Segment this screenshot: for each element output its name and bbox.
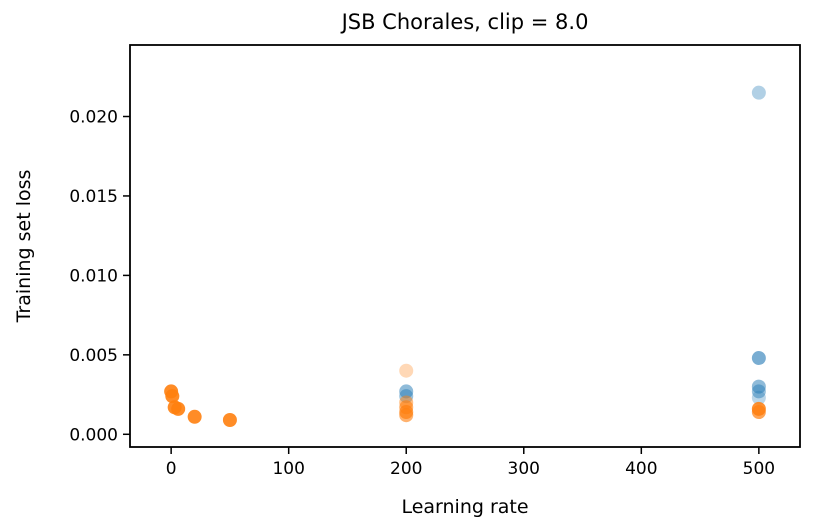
y-axis-label: Training set loss [13,170,35,324]
axis-ticks: 0 100 200 300 400 500 0.000 0.005 0.010 0.015 0.02… [69,108,775,479]
scatter-point-orange-series [171,401,186,416]
scatter-point-blue-series [751,85,766,100]
scatter-point-blue-series [399,384,414,399]
x-axis-label: Learning rate [401,496,528,518]
x-tick-label: 400 [625,459,657,479]
x-tick-label: 200 [390,459,422,479]
scatter-point-orange-series [399,363,414,378]
x-tick-label: 500 [743,459,775,479]
scatter-point-blue-series [751,351,766,366]
y-tick-label: 0.015 [69,187,118,207]
scatter-points [164,85,766,427]
plot-area [129,44,801,448]
x-tick-label: 0 [166,459,177,479]
scatter-point-orange-series [187,409,202,424]
scatter-point-orange-series [399,408,414,423]
x-tick-label: 100 [272,459,304,479]
x-tick-label: 300 [508,459,540,479]
scatter-point-blue-series [751,379,766,394]
y-tick-label: 0.020 [69,108,118,128]
chart-title: JSB Chorales, clip = 8.0 [340,10,589,34]
scatter-point-orange-series [222,412,237,427]
scatter-point-orange-series [751,405,766,420]
y-tick-label: 0.005 [69,346,118,366]
scatter-point-blue-series [751,384,766,399]
y-tick-label: 0.000 [69,425,118,445]
y-tick-label: 0.010 [69,266,118,286]
scatter-point-orange-series [165,389,180,404]
scatter-point-blue-series [751,390,766,405]
